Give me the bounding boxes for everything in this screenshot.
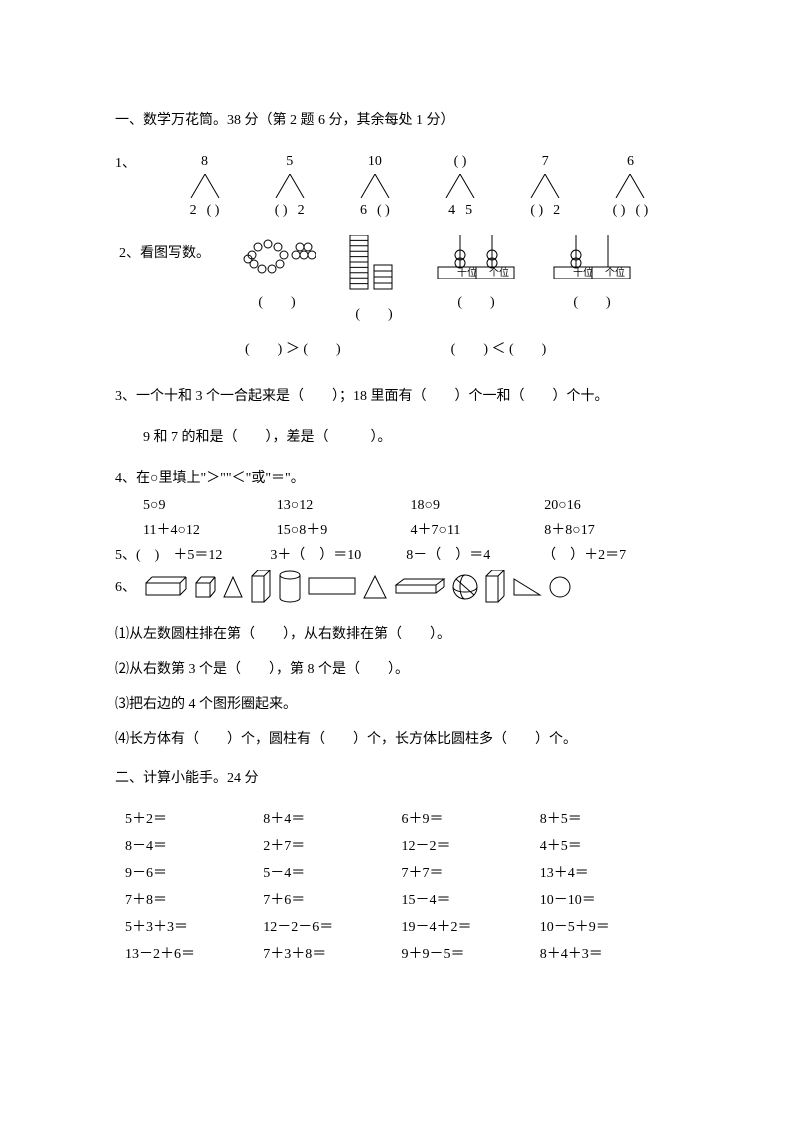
section-2-title: 二、计算小能手。24 分	[115, 768, 678, 789]
cuboid-icon	[142, 575, 188, 599]
calc-cell: 13－2＋6＝	[125, 944, 263, 965]
split-4: ( ) 45	[423, 151, 498, 221]
calc-row: 5＋2＝8＋4＝6＋9＝8＋5＝	[125, 809, 678, 830]
rectangle-icon	[308, 577, 356, 597]
calc-table: 5＋2＝8＋4＝6＋9＝8＋5＝ 8－4＝2＋7＝12－2＝4＋5＝ 9－6＝5－4…	[115, 809, 678, 965]
section-1-title: 一、数学万花筒。38 分（第 2 题 6 分，其余每处 1 分）	[115, 110, 678, 131]
calc-cell: 10－10＝	[540, 890, 678, 911]
calc-cell: 7＋6＝	[263, 890, 401, 911]
calc-cell: 12－2－6＝	[263, 917, 401, 938]
q1-label: 1、	[115, 151, 137, 174]
q1-row: 1、 8 2( ) 5 ( )2 10 6( ) ( ) 45 7 ( )2	[115, 151, 678, 227]
calc-cell: 5＋3＋3＝	[125, 917, 263, 938]
calc-cell: 9－6＝	[125, 863, 263, 884]
calc-cell: 8＋4＝	[263, 809, 401, 830]
calc-cell: 13＋4＝	[540, 863, 678, 884]
triangle-icon	[362, 574, 388, 600]
place-ten: 十位	[457, 266, 477, 279]
svg-text:十位: 十位	[573, 266, 593, 279]
q2-abacus-2: 十位 个位 ( )	[548, 235, 636, 313]
blocks-icon	[344, 235, 404, 291]
calc-row: 5＋3＋3＝12－2－6＝19－4＋2＝10－5＋9＝	[125, 917, 678, 938]
split-1: 8 2( )	[167, 151, 242, 221]
split-2: 5 ( )2	[252, 151, 327, 221]
q2: 2、看图写数。 ( ) ( )	[115, 235, 678, 325]
q2-blocks: ( )	[344, 235, 404, 325]
triangle-icon	[222, 575, 244, 599]
split-6: 6 ( )( )	[593, 151, 668, 221]
tall-cuboid-icon	[250, 570, 272, 604]
calc-cell: 2＋7＝	[263, 836, 401, 857]
q6-1: ⑴从左数圆柱排在第（ ），从右数排在第（ ）。	[115, 624, 678, 645]
split-3: 10 6( )	[337, 151, 412, 221]
calc-row: 7＋8＝7＋6＝15－4＝10－10＝	[125, 890, 678, 911]
q6-label: 6、	[115, 577, 136, 598]
calc-cell: 10－5＋9＝	[540, 917, 678, 938]
calc-cell: 15－4＝	[402, 890, 540, 911]
abacus-icon: 十位 个位	[548, 235, 636, 279]
flat-cuboid-icon	[394, 577, 446, 597]
calc-cell: 8＋4＋3＝	[540, 944, 678, 965]
cmp-gt: ( ) ＞ ( )	[245, 339, 341, 360]
right-triangle-icon	[512, 577, 542, 597]
tall-cuboid-icon	[484, 570, 506, 604]
calc-cell: 7＋3＋8＝	[263, 944, 401, 965]
calc-row: 8－4＝2＋7＝12－2＝4＋5＝	[125, 836, 678, 857]
circle-icon	[548, 575, 572, 599]
calc-cell: 4＋5＝	[540, 836, 678, 857]
split-5: 7 ( )2	[508, 151, 583, 221]
place-one: 个位	[489, 266, 509, 279]
q2-abacus-1: 十位 个位 ( )	[432, 235, 520, 313]
calc-cell: 6＋9＝	[402, 809, 540, 830]
calc-cell: 5－4＝	[263, 863, 401, 884]
q4-title: 4、在○里填上"＞""＜"或"＝"。	[115, 468, 678, 489]
cmp-lt: ( ) ＜ ( )	[451, 339, 547, 360]
q2-beads: ( )	[238, 235, 316, 313]
q2-compare: ( ) ＞ ( ) ( ) ＜ ( )	[115, 339, 678, 360]
calc-row: 13－2＋6＝7＋3＋8＝9＋9－5＝8＋4＋3＝	[125, 944, 678, 965]
q6-2: ⑵从右数第 3 个是（ ），第 8 个是（ ）。	[115, 659, 678, 680]
calc-cell: 8－4＝	[125, 836, 263, 857]
calc-cell: 5＋2＝	[125, 809, 263, 830]
calc-cell: 7＋8＝	[125, 890, 263, 911]
q5: 5、( ) ＋5＝12 3＋（ ）＝10 8－（ ）＝4 （ ）＋2＝7	[115, 545, 678, 566]
q6-3: ⑶把右边的 4 个图形圈起来。	[115, 694, 678, 715]
q4-row2: 11＋4○12 15○8＋9 4＋7○11 8＋8○17	[143, 520, 678, 541]
calc-cell: 12－2＝	[402, 836, 540, 857]
svg-text:个位: 个位	[605, 266, 625, 279]
q3b: 9 和 7 的和是（ ），差是（ ）。	[115, 425, 678, 450]
beads-icon	[238, 235, 316, 279]
ball-icon	[452, 574, 478, 600]
calc-row: 9－6＝5－4＝7＋7＝13＋4＝	[125, 863, 678, 884]
q2-label: 2、看图写数。	[119, 235, 210, 264]
cylinder-icon	[278, 570, 302, 604]
q6-4: ⑷长方体有（ ）个，圆柱有（ ）个，长方体比圆柱多（ ）个。	[115, 729, 678, 750]
calc-cell: 9＋9－5＝	[402, 944, 540, 965]
q4-row1: 5○9 13○12 18○9 20○16	[143, 495, 678, 516]
calc-cell: 8＋5＝	[540, 809, 678, 830]
abacus-icon: 十位 个位	[432, 235, 520, 279]
calc-cell: 7＋7＝	[402, 863, 540, 884]
q6-shapes: 6、	[115, 570, 678, 604]
calc-cell: 19－4＋2＝	[402, 917, 540, 938]
q3a: 3、一个十和 3 个一合起来是（ ）；18 里面有（ ）个一和（ ）个十。	[115, 386, 678, 407]
cube-icon	[194, 575, 216, 599]
